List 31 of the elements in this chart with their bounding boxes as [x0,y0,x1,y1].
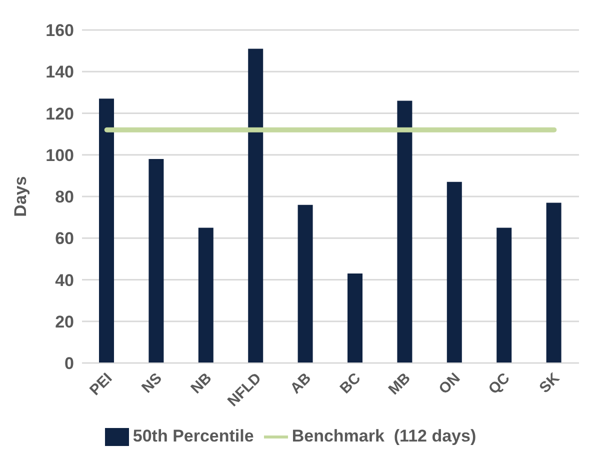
bar [298,204,313,363]
legend-label: 50th Percentile [132,426,254,446]
y-tick-label: 0 [64,354,74,374]
y-tick-label: 140 [46,62,74,82]
legend-label: Benchmark (112 days) [292,426,476,446]
x-tick-label: NS [138,370,166,397]
y-tick-label: 40 [55,270,74,290]
bar [248,48,264,363]
x-tick-label: PEI [86,370,116,399]
bar [397,100,412,363]
y-tick-label: 80 [55,188,74,207]
y-tick-label: 120 [46,104,74,124]
x-tick-label: MB [385,370,414,398]
x-tick-label: ON [436,370,464,398]
bar [148,159,164,363]
bar [496,228,512,363]
x-tick-label: AB [287,370,315,398]
x-tick-label: NB [188,370,216,398]
y-tick-label: 160 [46,21,74,40]
bar [198,228,214,363]
y-tick-label: 60 [55,229,74,248]
x-tick-label: QC [485,370,514,398]
y-axis-title: Days [11,176,30,217]
bar [348,274,362,363]
x-tick-label: SK [536,370,564,397]
bar [99,98,114,363]
bar [446,182,462,363]
y-tick-label: 20 [55,312,74,332]
bar [546,202,562,363]
y-tick-label: 100 [46,146,74,165]
x-tick-label: BC [336,370,364,398]
